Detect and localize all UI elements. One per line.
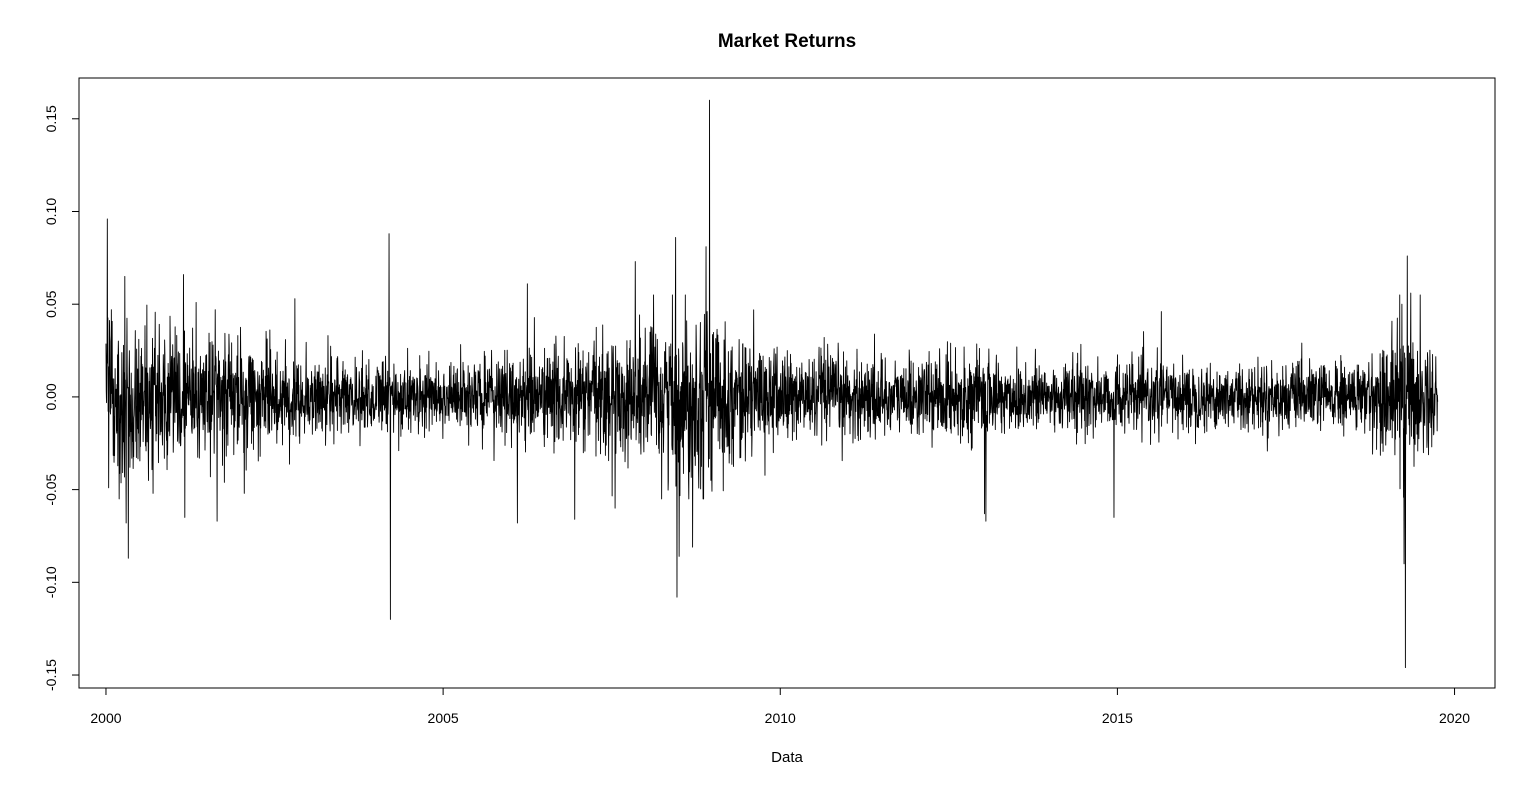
x-tick-label-2005: 2005 [428,710,459,726]
chart-title: Market Returns [718,31,856,52]
y-tick-label-0.10: 0.10 [43,198,59,225]
x-tick-label-2000: 2000 [90,710,121,726]
y-tick-label-0.05: 0.05 [43,290,59,317]
x-tick-label-2010: 2010 [765,710,796,726]
x-tick-label-2015: 2015 [1102,710,1133,726]
returns-line [105,99,1439,669]
y-tick-label--0.10: -0.10 [43,566,59,598]
y-tick-label--0.05: -0.05 [43,473,59,505]
y-tick-label--0.15: -0.15 [43,659,59,691]
series-market-returns [105,99,1439,669]
x-axis: 2000 2005 2010 2015 2020 [90,687,1470,726]
x-tick-label-2020: 2020 [1439,710,1470,726]
y-tick-label-0.00: 0.00 [43,383,59,410]
y-axis: -0.15 -0.10 -0.05 0.00 0.05 0.10 0.15 [43,105,80,691]
x-axis-label: Data [771,749,803,766]
y-tick-label-0.15: 0.15 [43,105,59,132]
